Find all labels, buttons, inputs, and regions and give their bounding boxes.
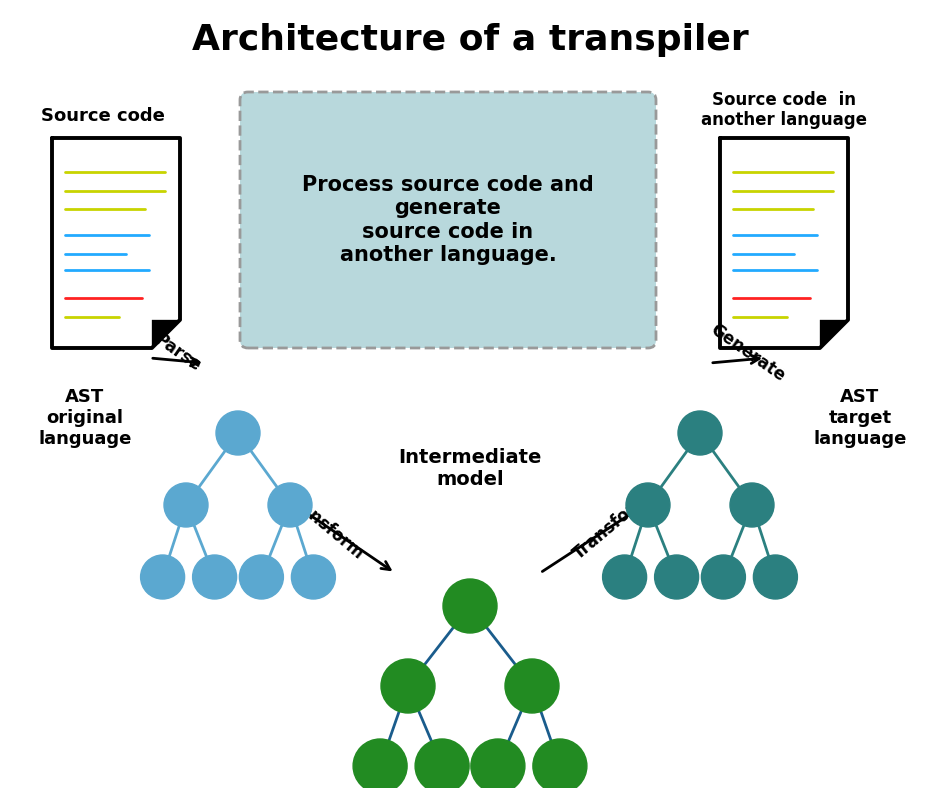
Text: Transform: Transform (283, 488, 368, 563)
Circle shape (626, 483, 670, 527)
Circle shape (216, 411, 260, 455)
Text: Source code  in
another language: Source code in another language (701, 91, 867, 129)
Text: Generate: Generate (707, 320, 789, 385)
Circle shape (415, 739, 469, 788)
Text: Source code: Source code (41, 107, 165, 125)
Text: Transform: Transform (571, 488, 654, 563)
Circle shape (505, 659, 559, 713)
Circle shape (443, 579, 497, 633)
Circle shape (603, 555, 647, 599)
Text: Architecture of a transpiler: Architecture of a transpiler (192, 23, 748, 57)
Text: AST
target
language: AST target language (813, 388, 907, 448)
Circle shape (678, 411, 722, 455)
Polygon shape (820, 320, 848, 348)
Polygon shape (52, 138, 180, 348)
Polygon shape (152, 320, 180, 348)
Circle shape (291, 555, 336, 599)
Text: Process source code and
generate
source code in
another language.: Process source code and generate source … (302, 175, 594, 265)
Circle shape (141, 555, 184, 599)
Circle shape (193, 555, 237, 599)
Circle shape (654, 555, 698, 599)
Circle shape (730, 483, 774, 527)
Text: AST
original
language: AST original language (39, 388, 132, 448)
Circle shape (353, 739, 407, 788)
Circle shape (381, 659, 435, 713)
Text: Intermediate
model: Intermediate model (399, 448, 541, 489)
Circle shape (164, 483, 208, 527)
Circle shape (701, 555, 745, 599)
Circle shape (533, 739, 587, 788)
Circle shape (471, 739, 525, 788)
Circle shape (753, 555, 797, 599)
Circle shape (240, 555, 283, 599)
Circle shape (268, 483, 312, 527)
FancyBboxPatch shape (240, 92, 656, 348)
Text: Parse: Parse (151, 330, 204, 375)
Polygon shape (720, 138, 848, 348)
